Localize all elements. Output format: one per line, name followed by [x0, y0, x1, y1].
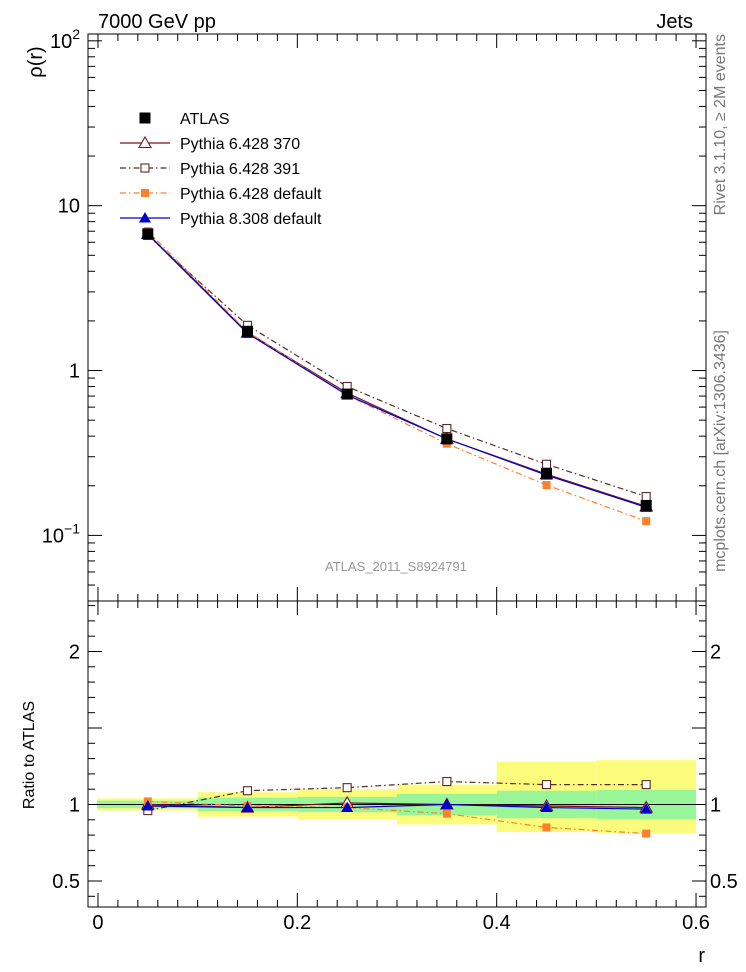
series-line-py370	[147, 233, 647, 507]
data-point-py391	[442, 423, 452, 434]
ratio-y-tick-label: 0.5	[52, 871, 80, 893]
ratio-y-tick-label-right: 2	[710, 641, 721, 663]
series-line-py8	[147, 233, 647, 508]
ratio-point-pydef	[642, 829, 651, 838]
ratio-point-py391	[242, 786, 253, 796]
legend-label-pydef: Pythia 6.428 default	[180, 186, 322, 203]
ratio-point-py8	[341, 801, 354, 813]
ratio-line-py8	[147, 803, 647, 810]
data-point-atlas	[441, 433, 453, 445]
ratio-point-py8	[540, 801, 553, 813]
ratio-line-py391	[147, 780, 647, 812]
legend-marker-pydef	[141, 189, 149, 197]
series-line-pydef	[147, 230, 647, 522]
data-point-atlas	[541, 467, 553, 479]
x-tick-label: 0.6	[682, 912, 710, 934]
data-point-atlas	[241, 325, 253, 337]
header-right: Jets	[656, 11, 693, 33]
legend-label-py8: Pythia 8.308 default	[180, 211, 322, 228]
data-point-py391	[541, 459, 552, 469]
legend-label-py370: Pythia 6.428 370	[180, 136, 300, 153]
ratio-panel: 0.5 0.5 1 1 2 2 0 0.2 0.4 0.6	[52, 600, 738, 934]
x-tick-label: 0	[92, 912, 103, 934]
analysis-watermark: ATLAS_2011_S8924791	[325, 559, 467, 574]
data-point-atlas	[341, 388, 353, 400]
data-point-py391	[641, 492, 651, 502]
y-tick-label: 10	[58, 196, 80, 218]
legend-marker-atlas	[139, 112, 151, 124]
data-point-atlas	[640, 499, 652, 511]
legend-marker-py391	[140, 163, 150, 173]
legend-label-atlas: ATLAS	[180, 111, 230, 128]
x-tick-label: 0.4	[483, 912, 511, 934]
ratio-line-pydef	[147, 800, 647, 835]
ratio-point-py391	[342, 783, 352, 793]
ratio-point-py8	[141, 800, 154, 811]
ratio-point-py391	[442, 776, 452, 787]
data-point-pydef	[642, 517, 651, 526]
mcplots-text: mcplots.cern.ch [arXiv:1306.3436]	[712, 330, 729, 572]
data-point-pydef	[542, 481, 551, 490]
legend-marker-py370	[138, 135, 152, 149]
ratio-y-tick-label: 1	[69, 794, 80, 816]
x-axis-label: r	[698, 945, 705, 967]
legend-label-py391: Pythia 6.428 391	[180, 161, 300, 178]
series-line-py391	[147, 234, 647, 498]
ratio-point-py391	[641, 780, 651, 790]
y-tick-label: 10−1	[42, 520, 80, 547]
ratio-point-pydef	[442, 809, 451, 818]
main-panel: 10−1 1 10 102 ATLAS Pythia 6.428 370 Pythia 6.…	[42, 26, 707, 602]
ratio-point-py8	[241, 801, 254, 813]
header-left: 7000 GeV pp	[98, 11, 216, 33]
legend-marker-py8	[139, 212, 151, 223]
ratio-y-tick-label: 2	[69, 641, 80, 663]
y-axis-label-main: ρ(r)	[25, 46, 47, 77]
x-tick-label: 0.2	[283, 912, 311, 934]
ratio-frame	[87, 600, 707, 908]
y-tick-label: 1	[69, 361, 80, 383]
y-tick-label: 102	[50, 26, 80, 53]
ratio-point-py391	[541, 780, 552, 790]
data-point-atlas	[142, 228, 154, 240]
rivet-version-text: Rivet 3.1.10, ≥ 2M events	[712, 34, 729, 215]
ratio-y-tick-label-right: 1	[710, 794, 721, 816]
ratio-point-pydef	[542, 823, 551, 832]
ratio-point-py8	[440, 798, 453, 809]
y-axis-label-ratio: Ratio to ATLAS	[21, 701, 38, 809]
ratio-point-py8	[640, 803, 653, 814]
ratio-y-tick-label-right: 0.5	[710, 871, 738, 893]
